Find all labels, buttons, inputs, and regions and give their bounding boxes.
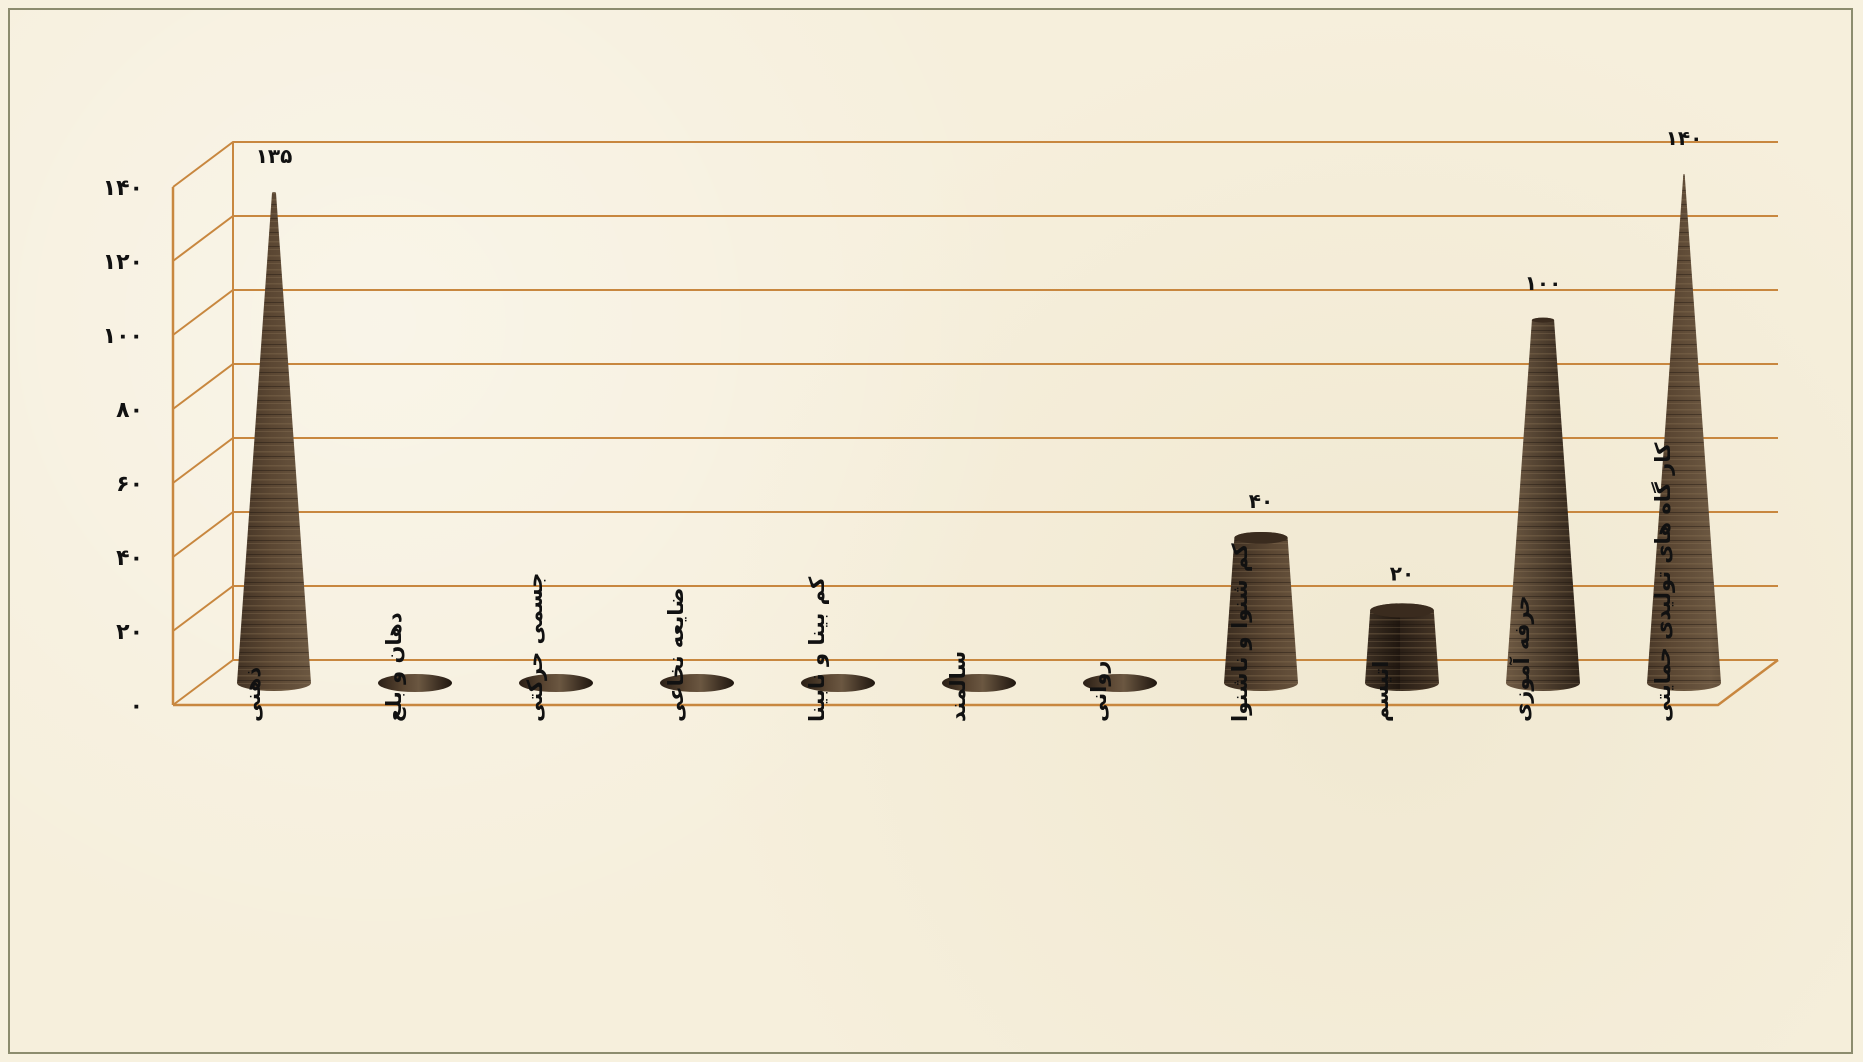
y-tick-label: ۶۰ xyxy=(116,472,143,497)
bar-top xyxy=(1531,317,1555,323)
x-tick-label: کم بینا و نابینا xyxy=(805,576,829,722)
y-tick-label: ۱۴۰ xyxy=(103,176,143,201)
bar xyxy=(1224,531,1298,691)
x-tick-label: روانی xyxy=(1087,661,1111,722)
x-tick-label: حرفه آموزی xyxy=(1509,595,1534,722)
bar-base xyxy=(801,674,875,692)
bar-body xyxy=(1506,317,1580,691)
bar-base xyxy=(519,674,593,692)
bar-top xyxy=(1370,603,1434,618)
bar-body xyxy=(1647,174,1721,691)
bar-base xyxy=(1083,674,1157,692)
bar xyxy=(1506,317,1580,691)
bar-base xyxy=(942,674,1016,692)
y-tick-label: ۲۰ xyxy=(116,620,143,645)
x-tick-label: دهان و بلع xyxy=(382,612,406,722)
y-tick-label: ۸۰ xyxy=(116,398,143,423)
bar-body xyxy=(237,192,311,691)
data-label: ۴۰ xyxy=(1249,489,1273,513)
data-label: ۱۳۵ xyxy=(256,144,293,168)
data-label: ۱۰۰ xyxy=(1525,271,1562,295)
x-tick-label: سالمند xyxy=(946,651,970,722)
x-tick-label: جسمی حرکتی xyxy=(523,573,547,722)
bar-base xyxy=(660,674,734,692)
bar xyxy=(237,192,311,691)
bar-body xyxy=(1224,531,1298,691)
bar-body xyxy=(1365,603,1439,691)
bar xyxy=(801,674,875,692)
labels-layer: ۱۳۵ ذهنی دهان و بلع جسمی حرکتی ضایعه نخاعی کم… xyxy=(241,126,1702,722)
data-label: ۲۰ xyxy=(1390,561,1414,585)
x-tick-label: کار گاه های تولیدی حمایتی xyxy=(1650,442,1675,722)
gridline xyxy=(172,215,1778,262)
axis-layer: ۰ ۲۰ ۴۰ ۶۰ ۸۰ ۱۰۰ ۱۲۰ ۱۴۰ xyxy=(103,142,1779,719)
bar-top xyxy=(1234,531,1288,544)
bar xyxy=(942,674,1016,692)
gridline xyxy=(172,141,1778,188)
bar xyxy=(1647,174,1721,691)
bar xyxy=(1083,674,1157,692)
y-tick-label: ۱۲۰ xyxy=(103,250,143,275)
y-tick-label: ۱۰۰ xyxy=(103,324,143,349)
bar xyxy=(378,674,452,692)
bar xyxy=(1365,603,1439,691)
bar xyxy=(519,674,593,692)
floor-edge xyxy=(173,659,1779,707)
bar xyxy=(660,674,734,692)
x-tick-label: اتیسم xyxy=(1369,661,1393,723)
x-tick-label: ضایعه نخاعی xyxy=(664,588,688,722)
x-tick-label: کم شنوا و ناشنوا xyxy=(1228,543,1252,722)
data-label: ۱۴۰ xyxy=(1666,126,1703,150)
bar-base xyxy=(378,674,452,692)
bars-layer xyxy=(237,174,1721,692)
x-tick-label: ذهنی xyxy=(241,667,265,722)
y-tick-label: ۰ xyxy=(130,694,143,719)
y-tick-label: ۴۰ xyxy=(116,546,143,571)
